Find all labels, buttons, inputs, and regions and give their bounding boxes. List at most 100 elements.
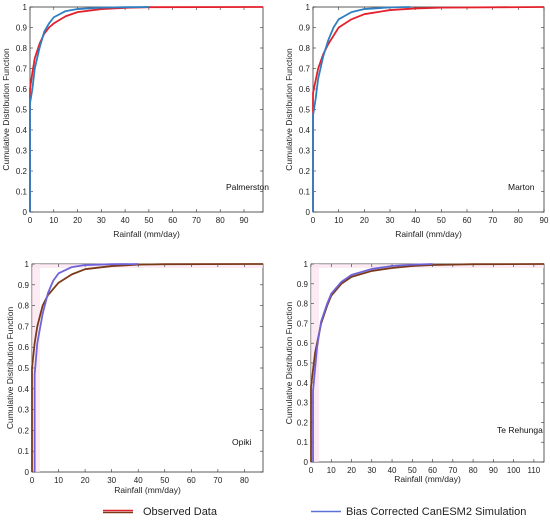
- plot-band-top: [32, 264, 263, 268]
- x-tick-label: 10: [54, 476, 63, 485]
- x-tick-label: 70: [488, 216, 497, 225]
- x-tick-label: 30: [97, 216, 106, 225]
- y-tick-label: 0.2: [18, 426, 30, 435]
- legend-simulation-label: Bias Corrected CanESM2 Simulation: [346, 506, 526, 518]
- y-tick-label: 0.4: [297, 379, 309, 388]
- x-tick-label: 90: [240, 216, 249, 225]
- x-tick-label: 40: [134, 476, 143, 485]
- y-tick-label: 0.1: [16, 188, 28, 197]
- y-tick-label: 0.6: [297, 339, 309, 348]
- x-tick-label: 10: [334, 216, 343, 225]
- y-tick-label: 0.9: [299, 24, 311, 33]
- y-axis-label: Cumulative Distribution Function: [284, 48, 294, 171]
- y-tick-label: 0.8: [18, 302, 30, 311]
- y-tick-label: 0.9: [297, 280, 309, 289]
- x-tick-label: 10: [327, 466, 336, 475]
- y-tick-label: 0.5: [16, 106, 28, 115]
- y-tick-label: 1: [304, 260, 309, 269]
- x-tick-label: 70: [192, 216, 201, 225]
- observed-series-line: [312, 6, 545, 212]
- simulation-series-line: [312, 6, 411, 212]
- y-tick-label: 0.9: [18, 281, 30, 290]
- y-tick-label: 0.6: [299, 85, 311, 94]
- y-tick-label: 0.5: [299, 106, 311, 115]
- x-tick-label: 0: [309, 466, 314, 475]
- x-tick-label: 80: [216, 216, 225, 225]
- y-tick-label: 0.1: [297, 438, 309, 447]
- x-tick-label: 70: [448, 466, 457, 475]
- y-tick-label: 0.2: [297, 418, 309, 427]
- x-axis-label: Rainfall (mm/day): [113, 229, 180, 239]
- y-tick-label: 0.8: [299, 44, 311, 53]
- x-tick-label: 20: [360, 216, 369, 225]
- y-tick-label: 0.8: [297, 300, 309, 309]
- plot-frame: [31, 263, 264, 473]
- x-tick-label: 0: [28, 216, 33, 225]
- y-tick-label: 0.7: [297, 319, 309, 328]
- y-tick-label: 0: [306, 208, 311, 217]
- x-tick-label: 20: [347, 466, 356, 475]
- y-tick-label: 0.4: [18, 385, 30, 394]
- x-tick-label: 90: [540, 216, 549, 225]
- x-tick-label: 30: [367, 466, 376, 475]
- y-tick-label: 0.4: [16, 126, 28, 135]
- y-axis-label: Cumulative Distribution Function: [284, 302, 294, 425]
- observed-series-line: [310, 263, 545, 462]
- chart-panel-te-rehunga: 00.10.20.30.40.50.60.70.80.910 10 20 30 40 50…: [284, 260, 545, 484]
- x-tick-label: 80: [469, 466, 478, 475]
- x-tick-label: 110: [527, 466, 540, 475]
- x-tick-label: 70: [213, 476, 222, 485]
- y-tick-label: 0: [23, 208, 28, 217]
- y-tick-label: 0.1: [299, 188, 311, 197]
- x-tick-label: 100: [507, 466, 521, 475]
- y-axis-label: Cumulative Distribution Function: [5, 307, 15, 430]
- y-tick-label: 0: [25, 468, 30, 477]
- x-tick-label: 60: [463, 216, 472, 225]
- station-label: Palmerston: [226, 182, 269, 192]
- x-tick-label: 30: [386, 216, 395, 225]
- chart-panel-opiki: 00.10.20.30.40.50.60.70.80.910 10 20 30 40 50…: [5, 260, 264, 495]
- station-label: Opiki: [232, 437, 251, 447]
- x-tick-label: 50: [144, 216, 153, 225]
- y-tick-label: 0.2: [299, 167, 311, 176]
- x-tick-label: 0: [311, 216, 316, 225]
- y-tick-label: 0.2: [16, 167, 28, 176]
- x-axis-label: Rainfall (mm/day): [114, 485, 181, 495]
- legend: Observed Data Bias Corrected CanESM2 Sim…: [103, 506, 526, 518]
- x-tick-label: 80: [514, 216, 523, 225]
- x-tick-label: 40: [411, 216, 420, 225]
- x-tick-label: 30: [107, 476, 116, 485]
- station-label: Te Rehunga: [497, 425, 543, 435]
- y-axis-label: Cumulative Distribution Function: [1, 48, 11, 171]
- simulation-series-line: [33, 263, 139, 472]
- y-tick-label: 0.5: [18, 364, 30, 373]
- x-tick-label: 80: [240, 476, 249, 485]
- x-tick-label: 20: [73, 216, 82, 225]
- x-axis-label: Rainfall (mm/day): [395, 229, 462, 239]
- x-tick-label: 60: [187, 476, 196, 485]
- chart-panel-palmerston: 00.10.20.30.40.50.60.70.80.910 10 20 30 40 50…: [1, 3, 269, 239]
- y-tick-label: 0.7: [299, 65, 311, 74]
- x-tick-label: 90: [489, 466, 498, 475]
- x-tick-label: 50: [408, 466, 417, 475]
- y-tick-label: 1: [25, 260, 30, 269]
- y-tick-label: 0.4: [299, 126, 311, 135]
- x-tick-label: 50: [160, 476, 169, 485]
- x-tick-label: 50: [437, 216, 446, 225]
- y-tick-label: 0.3: [297, 399, 309, 408]
- station-label: Marton: [508, 182, 535, 192]
- y-tick-label: 0.7: [18, 322, 30, 331]
- plot-frame: [312, 6, 545, 213]
- y-tick-label: 0.6: [16, 85, 28, 94]
- y-tick-label: 1: [306, 3, 311, 12]
- legend-observed-label: Observed Data: [143, 506, 218, 518]
- chart-panel-marton: 00.10.20.30.40.50.60.70.80.910 10 20 30 40 50…: [284, 3, 549, 239]
- y-tick-label: 0.7: [16, 65, 28, 74]
- y-tick-label: 0.1: [18, 447, 30, 456]
- y-tick-label: 0.3: [299, 147, 311, 156]
- x-tick-label: 40: [388, 466, 397, 475]
- y-tick-label: 0.3: [18, 406, 30, 415]
- x-tick-label: 0: [30, 476, 35, 485]
- y-tick-label: 0.8: [16, 44, 28, 53]
- y-tick-label: 0.9: [16, 24, 28, 33]
